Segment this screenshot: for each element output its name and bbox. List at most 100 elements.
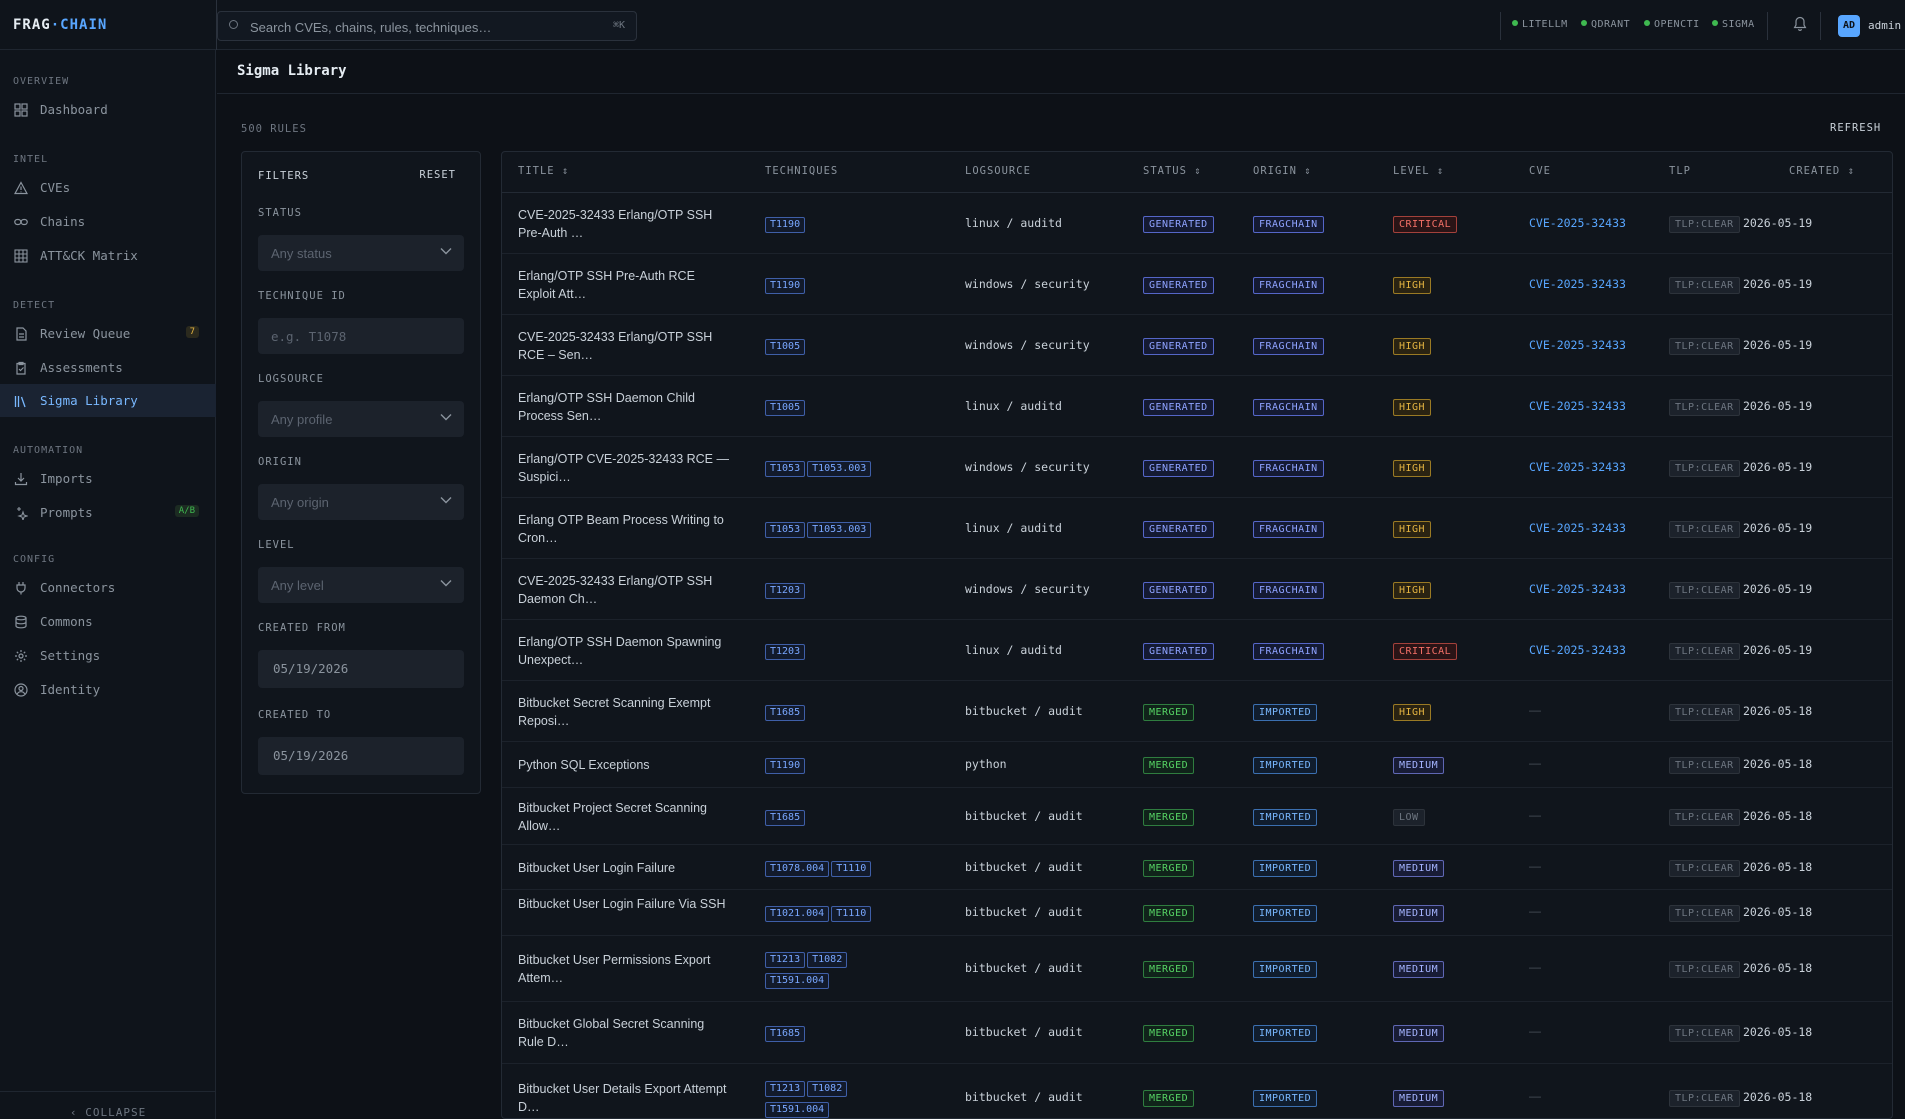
rule-title[interactable]: Erlang/OTP SSH Daemon Spawning Unexpect…: [518, 635, 722, 667]
refresh-button[interactable]: REFRESH: [1830, 122, 1882, 134]
technique-tag[interactable]: T1082: [807, 1081, 848, 1097]
connector-status-litellm[interactable]: LITELLM: [1512, 19, 1568, 30]
table-row[interactable]: Bitbucket User Login Failure Via SSH T102…: [502, 890, 1892, 936]
column-header-created[interactable]: CREATED ⇕: [1789, 165, 1855, 177]
technique-tag[interactable]: T1685: [765, 705, 806, 721]
sidebar-item-dashboard[interactable]: Dashboard: [0, 93, 216, 126]
rule-title[interactable]: CVE-2025-32433 Erlang/OTP SSH RCE – Sen…: [518, 330, 713, 362]
reset-filters-button[interactable]: RESET: [419, 169, 456, 181]
table-row[interactable]: CVE-2025-32433 Erlang/OTP SSH RCE – Sen……: [502, 315, 1892, 376]
table-row[interactable]: Bitbucket User Permissions Export Attem……: [502, 936, 1892, 1002]
technique-tag[interactable]: T1078.004: [765, 861, 830, 877]
origin-select[interactable]: Any origin: [258, 484, 464, 520]
notifications-bell-icon[interactable]: [1793, 16, 1807, 32]
level-select[interactable]: Any level: [258, 567, 464, 603]
technique-tag[interactable]: T1685: [765, 1026, 806, 1042]
table-row[interactable]: Bitbucket Project Secret Scanning Allow……: [502, 788, 1892, 845]
cve-link[interactable]: CVE-2025-32433: [1529, 338, 1626, 352]
cve-link[interactable]: CVE-2025-32433: [1529, 643, 1626, 657]
table-row[interactable]: Erlang OTP Beam Process Writing to Cron……: [502, 498, 1892, 559]
sidebar-item-settings[interactable]: Settings: [0, 639, 216, 672]
column-header-status[interactable]: STATUS ⇕: [1143, 165, 1202, 177]
sidebar-item-attack-matrix[interactable]: ATT&CK Matrix: [0, 239, 216, 272]
cve-link[interactable]: CVE-2025-32433: [1529, 277, 1626, 291]
rule-title[interactable]: Bitbucket User Login Failure: [518, 861, 676, 875]
cve-link[interactable]: CVE-2025-32433: [1529, 399, 1626, 413]
table-row[interactable]: Erlang/OTP SSH Daemon Child Process Sen……: [502, 376, 1892, 437]
technique-tag[interactable]: T1110: [831, 861, 872, 877]
table-row[interactable]: Bitbucket Global Secret Scanning Rule D……: [502, 1002, 1892, 1064]
rule-title[interactable]: CVE-2025-32433 Erlang/OTP SSH Daemon Ch…: [518, 574, 713, 606]
global-search-input[interactable]: Search CVEs, chains, rules, techniques… …: [217, 11, 637, 41]
table-row[interactable]: CVE-2025-32433 Erlang/OTP SSH Daemon Ch……: [502, 559, 1892, 620]
sidebar-item-review-queue[interactable]: Review Queue 7: [0, 317, 216, 350]
connector-status-opencti[interactable]: OPENCTI: [1644, 19, 1700, 30]
rule-title[interactable]: Bitbucket User Login Failure Via SSH: [518, 897, 726, 911]
technique-tag[interactable]: T1591.004: [765, 973, 830, 989]
rule-title[interactable]: Bitbucket Project Secret Scanning Allow…: [518, 801, 707, 833]
technique-id-input[interactable]: e.g. T1078: [258, 318, 464, 354]
sidebar-item-commons[interactable]: Commons: [0, 605, 216, 638]
technique-tag[interactable]: T1203: [765, 583, 806, 599]
table-row[interactable]: Bitbucket User Details Export Attempt D……: [502, 1064, 1892, 1118]
technique-tag[interactable]: T1110: [831, 906, 872, 922]
technique-tag[interactable]: T1685: [765, 810, 806, 826]
rule-title[interactable]: Erlang OTP Beam Process Writing to Cron…: [518, 513, 724, 545]
table-row[interactable]: Erlang/OTP SSH Daemon Spawning Unexpect……: [502, 620, 1892, 681]
column-header-level[interactable]: LEVEL ⇕: [1393, 165, 1445, 177]
technique-tag[interactable]: T1053.003: [807, 522, 872, 538]
technique-tag[interactable]: T1005: [765, 400, 806, 416]
rule-title[interactable]: Erlang/OTP SSH Pre-Auth RCE Exploit Att…: [518, 269, 695, 301]
sidebar-item-sigma-library[interactable]: Sigma Library: [0, 384, 216, 417]
technique-tag[interactable]: T1190: [765, 217, 806, 233]
rule-title[interactable]: Bitbucket User Permissions Export Attem…: [518, 953, 711, 985]
sidebar-item-prompts[interactable]: Prompts A/B: [0, 496, 216, 529]
logsource-select[interactable]: Any profile: [258, 401, 464, 437]
connector-status-qdrant[interactable]: QDRANT: [1581, 19, 1630, 30]
table-row[interactable]: Bitbucket User Login Failure T1078.004 T11…: [502, 845, 1892, 890]
cve-link[interactable]: CVE-2025-32433: [1529, 521, 1626, 535]
status-select[interactable]: Any status: [258, 235, 464, 271]
sidebar-item-identity[interactable]: Identity: [0, 673, 216, 706]
technique-tag[interactable]: T1005: [765, 339, 806, 355]
sidebar-item-assessments[interactable]: Assessments: [0, 351, 216, 384]
table-row[interactable]: Erlang/OTP CVE-2025-32433 RCE — Suspici……: [502, 437, 1892, 498]
rule-title[interactable]: Erlang/OTP CVE-2025-32433 RCE — Suspici…: [518, 452, 729, 484]
column-header-title[interactable]: TITLE ⇕: [518, 165, 570, 177]
cve-link[interactable]: CVE-2025-32433: [1529, 582, 1626, 596]
technique-tag[interactable]: T1021.004: [765, 906, 830, 922]
column-header-origin[interactable]: ORIGIN ⇕: [1253, 165, 1312, 177]
connector-status-sigma[interactable]: SIGMA: [1712, 19, 1755, 30]
user-menu[interactable]: AD admin: [1832, 12, 1905, 40]
table-row[interactable]: Python SQL Exceptions T1190 python MERGED IM…: [502, 742, 1892, 788]
cve-link[interactable]: CVE-2025-32433: [1529, 216, 1626, 230]
technique-tag[interactable]: T1203: [765, 644, 806, 660]
rule-title[interactable]: Erlang/OTP SSH Daemon Child Process Sen…: [518, 391, 695, 423]
table-row[interactable]: Erlang/OTP SSH Pre-Auth RCE Exploit Att……: [502, 254, 1892, 315]
rule-title[interactable]: Bitbucket Secret Scanning Exempt Reposi…: [518, 696, 711, 728]
technique-tag[interactable]: T1082: [807, 952, 848, 968]
table-row[interactable]: CVE-2025-32433 Erlang/OTP SSH Pre-Auth ……: [502, 193, 1892, 254]
technique-tag[interactable]: T1190: [765, 758, 806, 774]
technique-tag[interactable]: T1053: [765, 461, 806, 477]
created-to-date-input[interactable]: 05/19/2026: [258, 737, 464, 775]
sidebar-item-connectors[interactable]: Connectors: [0, 571, 216, 604]
technique-tag[interactable]: T1053: [765, 522, 806, 538]
rule-title[interactable]: CVE-2025-32433 Erlang/OTP SSH Pre-Auth …: [518, 208, 713, 240]
table-row[interactable]: Bitbucket Secret Scanning Exempt Reposi……: [502, 681, 1892, 742]
sidebar-item-cves[interactable]: CVEs: [0, 171, 216, 204]
cve-link[interactable]: CVE-2025-32433: [1529, 460, 1626, 474]
created-from-date-input[interactable]: 05/19/2026: [258, 650, 464, 688]
technique-tag[interactable]: T1213: [765, 1081, 806, 1097]
technique-tag[interactable]: T1053.003: [807, 461, 872, 477]
rule-title[interactable]: Python SQL Exceptions: [518, 758, 650, 772]
app-logo[interactable]: FRAG·CHAIN: [13, 17, 107, 33]
technique-tag[interactable]: T1591.004: [765, 1102, 830, 1118]
sidebar-item-chains[interactable]: Chains: [0, 205, 216, 238]
rule-title[interactable]: Bitbucket Global Secret Scanning Rule D…: [518, 1017, 705, 1049]
rule-title[interactable]: Bitbucket User Details Export Attempt D…: [518, 1082, 727, 1114]
collapse-sidebar-button[interactable]: ‹ COLLAPSE: [0, 1091, 216, 1119]
technique-tag[interactable]: T1213: [765, 952, 806, 968]
technique-tag[interactable]: T1190: [765, 278, 806, 294]
sidebar-item-imports[interactable]: Imports: [0, 462, 216, 495]
